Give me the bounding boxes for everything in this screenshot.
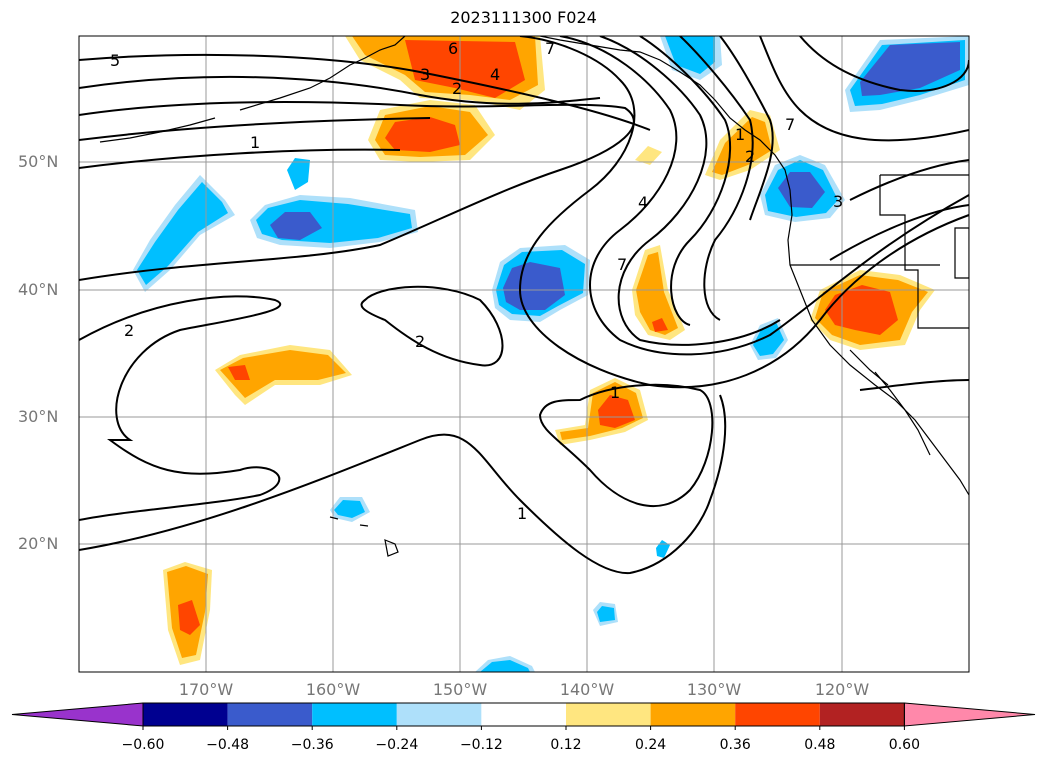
map-title: 2023111300 F024 bbox=[450, 8, 597, 27]
contour-lines bbox=[79, 36, 969, 575]
colorbar-tick-label: −0.60 bbox=[121, 737, 165, 753]
contour-label: 7 bbox=[785, 115, 795, 134]
map-background bbox=[79, 36, 969, 672]
colorbar-tick-label: −0.12 bbox=[459, 737, 503, 753]
contour-label: 1 bbox=[517, 504, 527, 523]
colorbar-tick-label: −0.36 bbox=[290, 737, 334, 753]
contour-label: 6 bbox=[448, 39, 458, 58]
lat-label-20n: 20°N bbox=[18, 534, 59, 553]
map-area: 5 1 2 2 1 1 4 7 6 7 4 3 2 3 7 1 2 bbox=[79, 36, 969, 672]
contour-label-group: 5 1 2 2 1 1 4 7 6 7 4 3 2 3 7 1 2 bbox=[110, 39, 843, 523]
contour-label: 7 bbox=[545, 39, 555, 58]
colorbar-tick-label: −0.24 bbox=[375, 737, 419, 753]
contour-label: 4 bbox=[490, 65, 500, 84]
contour-label: 2 bbox=[745, 147, 755, 166]
contour-label: 4 bbox=[638, 193, 648, 212]
lon-label-160w: 160°W bbox=[305, 680, 361, 699]
colorbar-segment bbox=[227, 703, 313, 726]
contour-label: 1 bbox=[610, 383, 620, 402]
colorbar-tick-label: 0.36 bbox=[719, 737, 751, 753]
colorbar-tick-label: 0.48 bbox=[804, 737, 836, 753]
graticule bbox=[79, 36, 969, 672]
colorbar-frame bbox=[142, 702, 905, 727]
lon-label-130w: 130°W bbox=[686, 680, 742, 699]
contour-label: 2 bbox=[124, 321, 134, 340]
contour-label: 3 bbox=[833, 192, 843, 211]
contour-label: 1 bbox=[735, 125, 745, 144]
lon-label-150w: 150°W bbox=[432, 680, 488, 699]
colorbar-segment bbox=[396, 703, 482, 726]
lon-label-140w: 140°W bbox=[559, 680, 615, 699]
colorbar-tick-label: −0.48 bbox=[206, 737, 250, 753]
colorbar-tick-label: 0.24 bbox=[635, 737, 667, 753]
colorbar-segment bbox=[819, 703, 905, 726]
colorbar-segment bbox=[312, 703, 397, 726]
colorbar-extend-low bbox=[11, 702, 144, 727]
colorbar bbox=[11, 702, 1036, 730]
contour-label: 7 bbox=[617, 255, 627, 274]
lat-label-40n: 40°N bbox=[18, 280, 59, 299]
colorbar-tick-label: 0.12 bbox=[550, 737, 582, 753]
colorbar-extend-high bbox=[903, 702, 1036, 727]
contour-label: 3 bbox=[420, 65, 430, 84]
contour-label: 2 bbox=[452, 79, 462, 98]
lat-label-30n: 30°N bbox=[18, 407, 59, 426]
map-frame bbox=[78, 35, 970, 673]
colorbar-segment bbox=[735, 703, 820, 726]
colorbar-segment bbox=[566, 703, 651, 726]
contour-label: 1 bbox=[250, 133, 260, 152]
lat-label-50n: 50°N bbox=[18, 152, 59, 171]
colorbar-segment bbox=[143, 703, 228, 726]
lon-label-120w: 120°W bbox=[814, 680, 870, 699]
lon-label-170w: 170°W bbox=[178, 680, 234, 699]
colorbar-segment bbox=[481, 703, 566, 726]
colorbar-tick-label: 0.60 bbox=[888, 737, 920, 753]
colorbar-segment bbox=[650, 703, 736, 726]
contour-label: 5 bbox=[110, 51, 120, 70]
contour-label: 2 bbox=[415, 332, 425, 351]
